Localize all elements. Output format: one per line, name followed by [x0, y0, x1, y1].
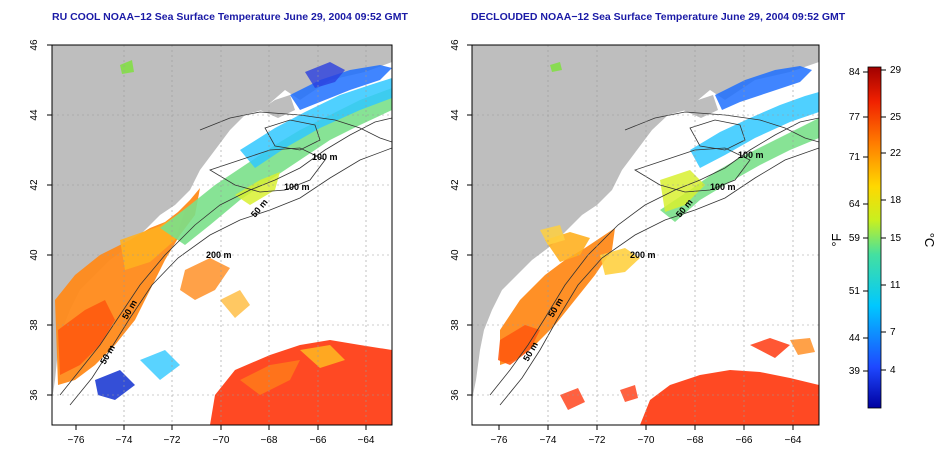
- right-gulfstream: [640, 370, 819, 425]
- right-y-tick: 46: [450, 39, 461, 51]
- colorbar-f-tick: 59: [849, 233, 861, 244]
- left-x-tick: −76: [68, 435, 85, 446]
- right-map: 100 m 100 m 50 m 200 m 50 m 50 m −76 −74…: [450, 39, 820, 446]
- colorbar-c-tick: 15: [890, 233, 902, 244]
- colorbar: 84 77 71 64 59 51 44 39 29 25 22 18 15 1…: [829, 65, 937, 409]
- colorbar-f-tick: 71: [849, 152, 861, 163]
- right-contour-label: 200 m: [630, 250, 656, 260]
- colorbar-f-tick: 84: [849, 67, 861, 78]
- right-x-tick: −64: [785, 435, 802, 446]
- colorbar-f-tick: 44: [849, 333, 861, 344]
- left-bathymetry-contours: [59, 111, 392, 406]
- left-land: [52, 45, 392, 400]
- left-graticule: [52, 45, 392, 425]
- left-x-tick: −68: [261, 435, 278, 446]
- right-graticule: [472, 45, 819, 425]
- right-y-tick: 36: [450, 389, 461, 401]
- right-x-tick: −68: [687, 435, 704, 446]
- left-x-tick: −70: [213, 435, 230, 446]
- left-x-tick: −72: [164, 435, 181, 446]
- right-shelf-band: [660, 118, 819, 222]
- left-x-tick: −66: [310, 435, 327, 446]
- left-contour-label: 100 m: [312, 152, 338, 162]
- left-y-tick: 42: [29, 179, 40, 191]
- colorbar-c-tick: 29: [890, 65, 902, 76]
- right-map-title: DECLOUDED NOAA−12 Sea Surface Temperatur…: [471, 11, 846, 23]
- right-contour-label: 100 m: [710, 182, 736, 192]
- left-contour-label: 200 m: [206, 250, 232, 260]
- colorbar-c-tick: 4: [890, 365, 896, 376]
- left-shelf-band: [160, 88, 392, 245]
- left-y-tick: 44: [29, 109, 40, 121]
- left-y-tick: 46: [29, 39, 40, 51]
- left-map-title: RU COOL NOAA−12 Sea Surface Temperature …: [52, 11, 408, 23]
- left-contour-label: 100 m: [284, 182, 310, 192]
- left-x-tick: −74: [116, 435, 133, 446]
- left-x-tick: −64: [358, 435, 375, 446]
- colorbar-c-tick: 25: [890, 112, 902, 123]
- right-x-tick: −76: [491, 435, 508, 446]
- colorbar-f-label: °F: [829, 233, 844, 246]
- colorbar-c-tick: 7: [890, 327, 896, 338]
- colorbar-c-tick: 11: [890, 280, 901, 291]
- right-y-tick: 44: [450, 109, 461, 121]
- right-y-tick: 38: [450, 319, 461, 331]
- colorbar-gradient: [867, 66, 882, 409]
- colorbar-f-tick: 51: [849, 286, 861, 297]
- left-y-tick: 36: [29, 389, 40, 401]
- right-x-tick: −74: [540, 435, 557, 446]
- right-contour-label: 100 m: [738, 150, 764, 160]
- right-x-tick: −72: [589, 435, 606, 446]
- left-gulfstream: [210, 340, 392, 425]
- colorbar-c-tick: 18: [890, 195, 902, 206]
- right-y-tick: 40: [450, 249, 461, 261]
- right-land: [472, 45, 819, 400]
- left-y-tick: 40: [29, 249, 40, 261]
- colorbar-f-tick: 39: [849, 366, 861, 377]
- right-x-tick: −70: [638, 435, 655, 446]
- left-y-tick: 38: [29, 319, 40, 331]
- left-map: 100 m 100 m 50 m 200 m 50 m 50 m −76 −74…: [29, 39, 393, 446]
- right-x-tick: −66: [736, 435, 753, 446]
- right-bathymetry-contours: [489, 111, 819, 406]
- colorbar-f-tick: 64: [849, 199, 861, 210]
- colorbar-f-tick: 77: [849, 112, 861, 123]
- right-y-tick: 42: [450, 179, 461, 191]
- colorbar-c-label: °C: [922, 233, 937, 248]
- colorbar-c-tick: 22: [890, 148, 902, 159]
